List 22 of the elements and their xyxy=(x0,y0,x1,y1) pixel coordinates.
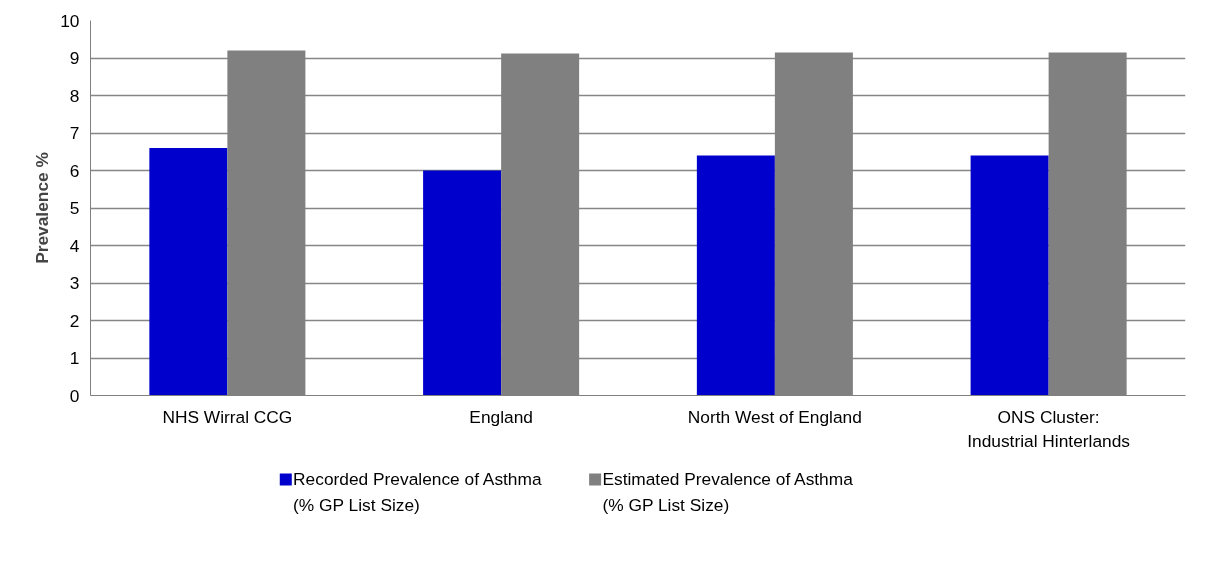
y-axis-title: Prevalence % xyxy=(32,152,53,264)
x-tick-label: ONS Cluster: Industrial Hinterlands xyxy=(967,406,1131,451)
y-tick-label: 10 xyxy=(60,10,80,31)
y-tick-label: 7 xyxy=(69,123,80,143)
legend-label: Recorded Prevalence of Asthma (% GP List Size) xyxy=(293,468,542,515)
y-tick-label: 3 xyxy=(69,273,80,293)
x-tick-label: NHS Wirral CCG xyxy=(162,406,293,427)
bar xyxy=(970,155,1049,396)
y-tick-label: 0 xyxy=(69,385,80,406)
y-tick-label: 8 xyxy=(69,85,80,106)
bar xyxy=(149,148,228,396)
x-tick-label: England xyxy=(469,406,533,427)
y-tick-label: 9 xyxy=(69,48,80,68)
bar xyxy=(423,170,502,396)
legend-label: Estimated Prevalence of Asthma (% GP List Size) xyxy=(602,468,854,515)
y-tick-label: 1 xyxy=(69,348,80,368)
y-tick-label: 2 xyxy=(69,310,80,331)
bar xyxy=(696,155,775,396)
x-tick-label: North West of England xyxy=(687,406,862,427)
y-tick-label: 4 xyxy=(69,235,80,256)
y-tick-label: 5 xyxy=(69,198,80,218)
y-tick-label: 6 xyxy=(69,160,80,181)
